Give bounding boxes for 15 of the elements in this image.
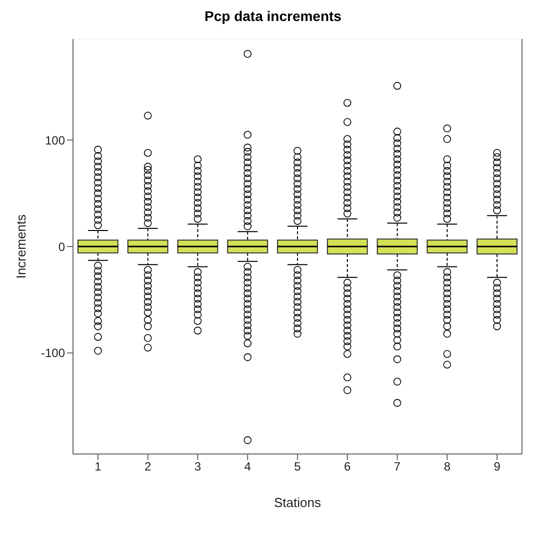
x-tick-label: 2	[144, 460, 152, 474]
x-tick-label: 6	[344, 460, 352, 474]
chart-title: Pcp data increments	[204, 8, 342, 24]
y-axis-title: Increments	[14, 214, 29, 279]
x-tick-label: 5	[294, 460, 302, 474]
x-tick-label: 9	[494, 460, 501, 474]
x-tick-label: 7	[394, 460, 401, 474]
x-tick-label: 3	[194, 460, 202, 474]
x-tick-label: 4	[244, 460, 252, 474]
y-tick-label: 100	[44, 133, 66, 148]
x-axis-title: Stations	[274, 495, 322, 510]
y-tick-label: -100	[40, 346, 66, 360]
x-tick-label: 8	[444, 460, 451, 474]
x-tick-label: 1	[94, 460, 102, 474]
y-tick-label: 0	[58, 240, 66, 254]
